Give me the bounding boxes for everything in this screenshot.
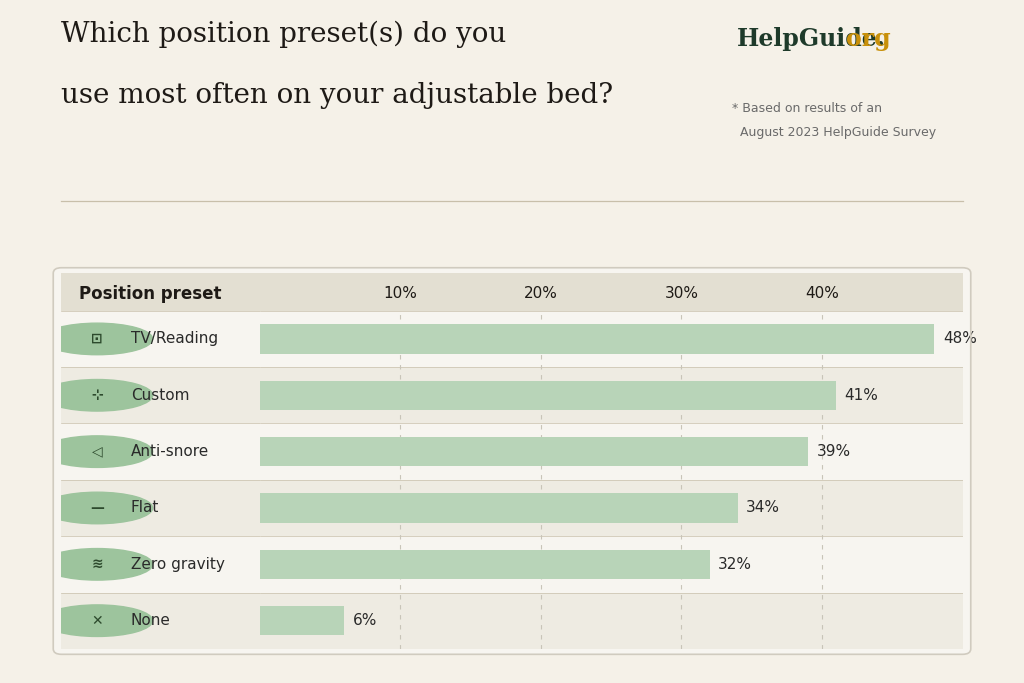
Text: 48%: 48%: [943, 331, 977, 346]
Text: August 2023 HelpGuide Survey: August 2023 HelpGuide Survey: [732, 126, 936, 139]
Text: ⊹: ⊹: [91, 389, 103, 402]
Text: Zero gravity: Zero gravity: [131, 557, 224, 572]
Bar: [61, 536, 260, 592]
Text: org: org: [846, 27, 891, 51]
Text: 41%: 41%: [845, 388, 879, 403]
Circle shape: [42, 380, 153, 411]
Text: 40%: 40%: [805, 286, 839, 301]
Bar: [260, 550, 710, 579]
Bar: [260, 606, 344, 635]
Text: ≋: ≋: [91, 557, 103, 571]
Text: Which position preset(s) do you: Which position preset(s) do you: [61, 20, 507, 48]
Text: ◁: ◁: [92, 445, 102, 458]
Bar: [61, 479, 260, 536]
Text: TV/Reading: TV/Reading: [131, 331, 218, 346]
Text: 20%: 20%: [524, 286, 558, 301]
Text: Position preset: Position preset: [80, 285, 222, 303]
Bar: [61, 423, 260, 479]
Bar: [260, 437, 808, 466]
Text: 34%: 34%: [746, 501, 780, 516]
Circle shape: [42, 436, 153, 467]
Bar: [260, 380, 836, 410]
Circle shape: [42, 323, 153, 354]
Text: 6%: 6%: [352, 613, 377, 628]
Text: HelpGuide.: HelpGuide.: [737, 27, 886, 51]
Text: 39%: 39%: [816, 444, 851, 459]
Bar: [260, 592, 963, 649]
Text: 32%: 32%: [718, 557, 752, 572]
Bar: [61, 367, 260, 423]
Bar: [260, 479, 963, 536]
Circle shape: [42, 605, 153, 637]
Text: —: —: [90, 501, 104, 515]
Bar: [260, 493, 737, 522]
Text: ✕: ✕: [91, 614, 103, 628]
Text: * Based on results of an: * Based on results of an: [732, 102, 882, 115]
Bar: [260, 324, 935, 354]
Text: ⊡: ⊡: [91, 332, 103, 346]
Bar: [61, 311, 260, 367]
Bar: [61, 592, 260, 649]
Bar: [260, 367, 963, 423]
Circle shape: [42, 492, 153, 524]
Bar: [260, 311, 963, 367]
Text: 10%: 10%: [383, 286, 417, 301]
Text: use most often on your adjustable bed?: use most often on your adjustable bed?: [61, 82, 613, 109]
Text: Custom: Custom: [131, 388, 189, 403]
Text: Anti-snore: Anti-snore: [131, 444, 209, 459]
Text: None: None: [131, 613, 171, 628]
Bar: [260, 536, 963, 592]
Text: 30%: 30%: [665, 286, 698, 301]
Bar: [260, 423, 963, 479]
Text: Flat: Flat: [131, 501, 159, 516]
Circle shape: [42, 548, 153, 580]
